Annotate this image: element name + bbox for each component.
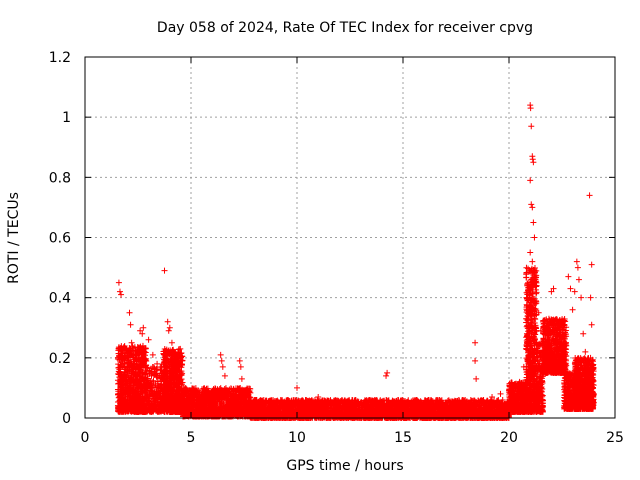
data-point	[122, 353, 129, 360]
data-point	[120, 377, 127, 384]
data-point	[136, 366, 143, 373]
data-point	[114, 377, 121, 384]
chart-title: Day 058 of 2024, Rate Of TEC Index for r…	[157, 20, 533, 36]
data-point	[116, 368, 123, 375]
data-point	[142, 352, 149, 359]
data-points	[114, 102, 597, 421]
